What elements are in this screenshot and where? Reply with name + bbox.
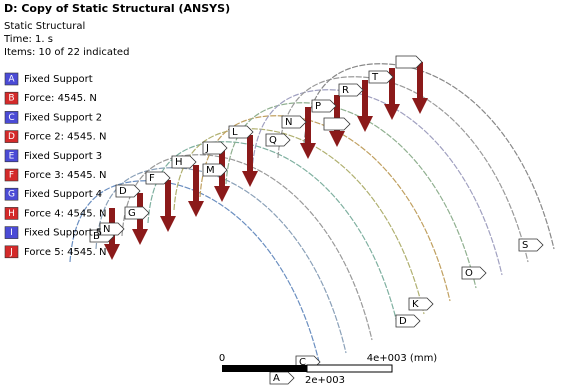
- tag-label: H: [175, 157, 183, 168]
- legend-label: Force 3: 4545. N: [24, 170, 106, 181]
- force-shaft: [362, 80, 368, 118]
- legend-label: Force 4: 4545. N: [24, 208, 106, 219]
- scale-bar-light: [307, 365, 392, 372]
- legend-label: Fixed Support 4: [24, 189, 102, 200]
- tag-label: A: [273, 373, 280, 384]
- legend-letter: F: [9, 171, 14, 181]
- tag-box: [324, 118, 350, 130]
- tag-label: F: [149, 173, 155, 184]
- legend-letter: D: [8, 132, 15, 142]
- force-shaft: [417, 62, 423, 100]
- force-shaft: [247, 135, 253, 173]
- force-shaft: [193, 165, 199, 203]
- legend-label: Force 2: 4545. N: [24, 132, 106, 143]
- legend-letter: H: [8, 209, 15, 219]
- legend-letter: I: [10, 228, 13, 238]
- tag-label: K: [412, 299, 419, 310]
- scale-label: 0: [219, 353, 225, 364]
- force-shaft: [165, 180, 171, 218]
- scale-label: 4e+003 (mm): [367, 353, 438, 364]
- tag-label: N: [285, 117, 292, 128]
- info-line: Time: 1. s: [3, 34, 53, 45]
- legend-letter: E: [9, 151, 15, 161]
- legend-label: Fixed Support 2: [24, 112, 102, 123]
- info-line: Static Structural: [4, 21, 85, 32]
- force-shaft: [305, 107, 311, 145]
- scale-bar-dark: [222, 365, 307, 372]
- tag-label: J: [205, 143, 209, 154]
- tag-label: D: [399, 316, 407, 327]
- tag-label: S: [522, 240, 528, 251]
- legend-label: Fixed Support: [24, 74, 93, 85]
- legend-letter: C: [8, 113, 14, 123]
- tag-label: M: [206, 165, 215, 176]
- tag-label: N: [103, 224, 110, 235]
- legend-label: Force: 4545. N: [24, 93, 97, 104]
- tag-label: R: [342, 85, 349, 96]
- legend-label: Fixed Support 3: [24, 151, 102, 162]
- legend-letter: A: [8, 75, 15, 85]
- legend-letter: J: [9, 247, 13, 257]
- viewport: D: Copy of Static Structural (ANSYS) Sta…: [0, 0, 571, 387]
- tag-label: Q: [269, 135, 277, 146]
- tag-label: G: [128, 208, 136, 219]
- tag-label: O: [465, 268, 473, 279]
- tag-box: [396, 56, 422, 68]
- tag-label: P: [315, 101, 321, 112]
- scale-label: 2e+003: [305, 375, 345, 386]
- tag-label: L: [232, 127, 238, 138]
- legend-letter: B: [8, 94, 14, 104]
- tag-label: T: [371, 72, 379, 83]
- title: D: Copy of Static Structural (ANSYS): [4, 2, 230, 15]
- legend-label: Force 5: 4545. N: [24, 247, 106, 258]
- tag-label: D: [119, 186, 127, 197]
- legend-label: Fixed Support 5: [24, 228, 102, 239]
- legend-letter: G: [8, 190, 15, 200]
- info-line: Items: 10 of 22 indicated: [4, 47, 129, 58]
